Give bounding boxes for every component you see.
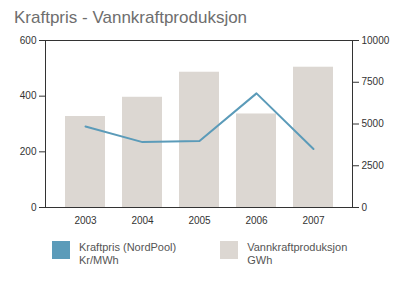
svg-text:2006: 2006 — [245, 215, 268, 226]
svg-text:0: 0 — [31, 202, 37, 213]
html-text:Kraftpris (NordPool) Kr/MWh: Kraftpris (NordPool) Kr/MWh — [79, 241, 177, 266]
svg-text:5000: 5000 — [362, 118, 385, 129]
svg-text:10000: 10000 — [362, 35, 390, 46]
svg-text:2500: 2500 — [362, 160, 385, 171]
svg-text:400: 400 — [20, 90, 37, 101]
svg-text:2007: 2007 — [302, 215, 325, 226]
svg-text:600: 600 — [20, 35, 37, 46]
html-text:Vannkraftproduksjon GWh: Vannkraftproduksjon GWh — [247, 241, 348, 266]
html-text:Kraftpris - Vannkraftproduksjo: Kraftpris - Vannkraftproduksjon — [14, 8, 248, 27]
svg-text:2003: 2003 — [74, 215, 97, 226]
svg-text:2004: 2004 — [131, 215, 154, 226]
svg-text:0: 0 — [362, 202, 368, 213]
svg-text:2005: 2005 — [188, 215, 211, 226]
svg-text:7500: 7500 — [362, 76, 385, 87]
svg-text:200: 200 — [20, 146, 37, 157]
